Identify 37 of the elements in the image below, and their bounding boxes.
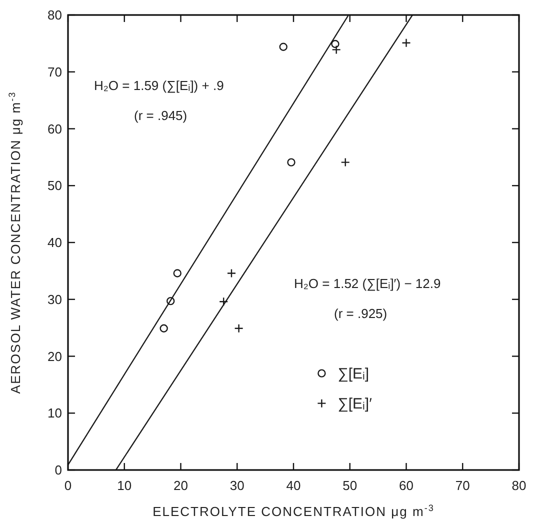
y-tick-label: 50 — [48, 178, 62, 194]
legend-label: ∑[Eᵢ]′ — [338, 396, 372, 413]
point — [226, 268, 236, 278]
point — [287, 158, 296, 166]
x-tick-label: 70 — [455, 478, 470, 493]
point — [279, 42, 288, 51]
annotation: (r = .925) — [334, 306, 388, 321]
y-tick-label: 60 — [48, 121, 62, 136]
point — [402, 38, 411, 48]
legend-label: ∑[Eᵢ] — [338, 366, 370, 383]
y-tick-label: 30 — [48, 292, 62, 307]
x-tick-label: 20 — [174, 478, 188, 493]
y-tick-label: 70 — [48, 64, 62, 80]
x-axis-title: ELECTROLYTE CONCENTRATION μg m$^{-3}$ — [152, 503, 434, 519]
x-tick-label: 40 — [286, 478, 301, 493]
point — [340, 158, 350, 167]
annotation: (r = .945) — [134, 108, 188, 123]
annotation: H₂O = 1.59 (∑[Eᵢ]) + .9 — [94, 78, 224, 93]
point — [173, 269, 182, 278]
x-tick-label: 10 — [117, 478, 132, 493]
y-tick-label: 10 — [48, 406, 62, 421]
point — [160, 324, 168, 332]
x-tick-label: 80 — [512, 478, 526, 493]
point — [332, 45, 341, 54]
x-tick-label: 0 — [64, 478, 72, 493]
point — [166, 296, 175, 306]
x-tick-label: 60 — [399, 478, 414, 493]
x-tick-label: 50 — [342, 478, 358, 493]
point — [218, 297, 228, 306]
point — [234, 324, 244, 333]
point — [331, 40, 340, 48]
y-tick-label: 20 — [48, 348, 62, 364]
annotation: H₂O = 1.52 (∑[Eᵢ]′) − 12.9 — [294, 276, 441, 291]
y-tick-label: 0 — [54, 462, 62, 478]
x-tick-label: 30 — [230, 478, 244, 493]
y-tick-label: 40 — [48, 235, 62, 250]
y-tick-label: 80 — [48, 8, 62, 23]
